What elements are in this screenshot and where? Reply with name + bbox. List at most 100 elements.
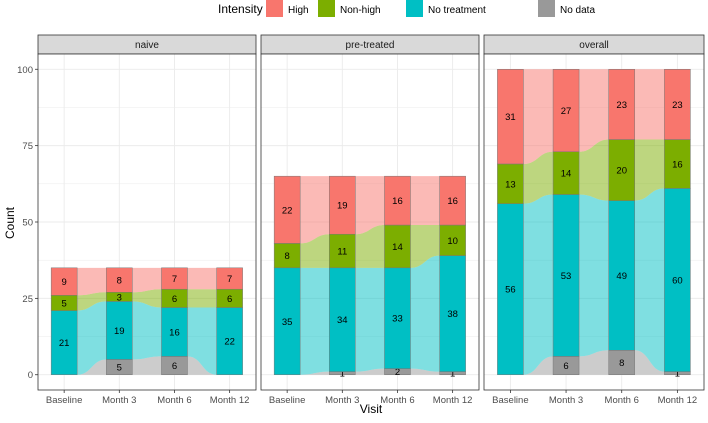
data-label: 5 [117,363,122,374]
flow-high [634,69,665,140]
data-label: 16 [672,159,683,170]
bar-segment-notreat [384,267,411,369]
panel-border [260,53,480,391]
flow-nodata [132,356,162,375]
bar-segment-notreat [497,203,524,375]
bar-segment-high [273,175,301,244]
bar-segment-nonhigh [608,139,635,201]
x-tick-label: Baseline [46,395,82,406]
data-label: 8 [117,276,122,287]
flow-notreat [634,188,665,372]
data-label: 8 [285,251,290,262]
y-tick-label: 100 [17,65,33,76]
x-tick-label: Month 12 [210,395,250,406]
bars: 21 5 9 5 19 3 8 6 16 6 7 22 6 7 [50,267,243,375]
data-label: 6 [172,294,177,305]
flow-nonhigh [634,139,665,201]
bar-segment-notreat [106,301,133,360]
panel-border [483,53,705,391]
bar-segment-nonhigh [664,139,691,189]
flow-notreat [355,267,385,372]
bar-segment-high [384,175,411,226]
legend-swatch-nonhigh [318,0,335,17]
data-label: 23 [672,100,683,111]
flow-high [410,176,440,226]
y-tick-label: 50 [22,218,33,229]
x-tick-label: Month 3 [102,395,136,406]
flow-notreat [523,194,554,375]
panel-title: overall [579,40,608,51]
x-tick-label: Month 6 [605,395,639,406]
data-label: 16 [447,196,458,207]
bar-segment-high [664,69,691,140]
flows [300,176,440,375]
legend-label-nonhigh: Non-high [340,5,381,16]
data-label: 8 [619,358,624,369]
x-tick-label: Baseline [269,395,305,406]
bar-segment-nonhigh [497,163,524,204]
flow-notreat [410,255,440,372]
bar-segment-high [552,69,580,152]
data-label: 49 [616,271,627,282]
data-label: 53 [561,271,572,282]
legend-label-nodata: No data [560,5,595,16]
flows [77,267,217,375]
legend-swatch-high [266,0,283,17]
panel-title: pre-treated [346,40,395,51]
bar-segment-notreat [216,307,243,375]
bars: 35 8 22 1 34 11 19 2 33 14 16 1 38 10 16 [273,175,466,380]
flow-notreat [579,194,609,357]
x-axis-title: Visit [360,402,383,416]
flow-nodata [355,368,385,375]
legend-items: High Non-high No treatment No data [266,0,595,17]
panel-naive: naive 21 5 9 5 19 3 8 6 16 6 7 22 6 7 Baseline Month 3 Mo… [17,34,257,406]
x-tick-label: Month 3 [549,395,583,406]
flow-nonhigh [410,225,440,268]
data-label: 27 [561,106,572,117]
bar-segment-notreat [664,188,691,372]
panel-pre-treated: pre-treated 35 8 22 1 34 11 19 2 33 14 16 1 38 10 16 Bas… [260,34,480,406]
data-label: 22 [282,205,293,216]
bar-segment-nonhigh [329,233,356,269]
bar-segment-high [106,267,133,293]
data-label: 1 [450,369,455,380]
bar-segment-high [161,267,188,290]
legend-swatch-notreat [406,0,423,17]
flow-high [187,267,217,290]
bar-segment-high [50,267,78,296]
flow-high [132,267,162,293]
bar-segment-notreat [552,194,580,357]
flow-nonhigh [355,225,385,268]
data-label: 1 [675,369,680,380]
data-label: 60 [672,276,683,287]
bar-segment-notreat [439,255,466,372]
data-label: 6 [172,361,177,372]
data-label: 5 [62,298,67,309]
bar-segment-high [439,175,466,226]
bar-segment-high [497,69,524,165]
data-label: 6 [563,361,568,372]
panel-overall: overall 56 13 31 6 53 14 27 8 49 20 23 1 60 16 23 Baseli… [483,34,705,406]
flow-high [300,176,330,244]
flow-high [355,176,385,235]
flow-nonhigh [187,289,217,308]
bar-segment-nonhigh [384,224,411,269]
data-label: 16 [169,327,180,338]
data-label: 22 [224,337,235,348]
y-axis-title: Count [3,206,17,239]
data-label: 31 [505,112,516,123]
bar-segment-high [329,175,356,235]
data-label: 33 [392,314,403,325]
legend-title: Intensity [218,2,263,16]
y-tick-label: 0 [28,370,33,381]
flows [523,69,665,375]
x-tick-label: Month 3 [325,395,359,406]
x-tick-label: Month 6 [380,395,414,406]
flow-notreat [132,301,162,360]
data-label: 3 [117,292,122,303]
data-label: 9 [62,277,67,288]
flow-nodata [634,350,665,375]
legend-label-high: High [288,5,309,16]
flow-nonhigh [300,234,330,268]
